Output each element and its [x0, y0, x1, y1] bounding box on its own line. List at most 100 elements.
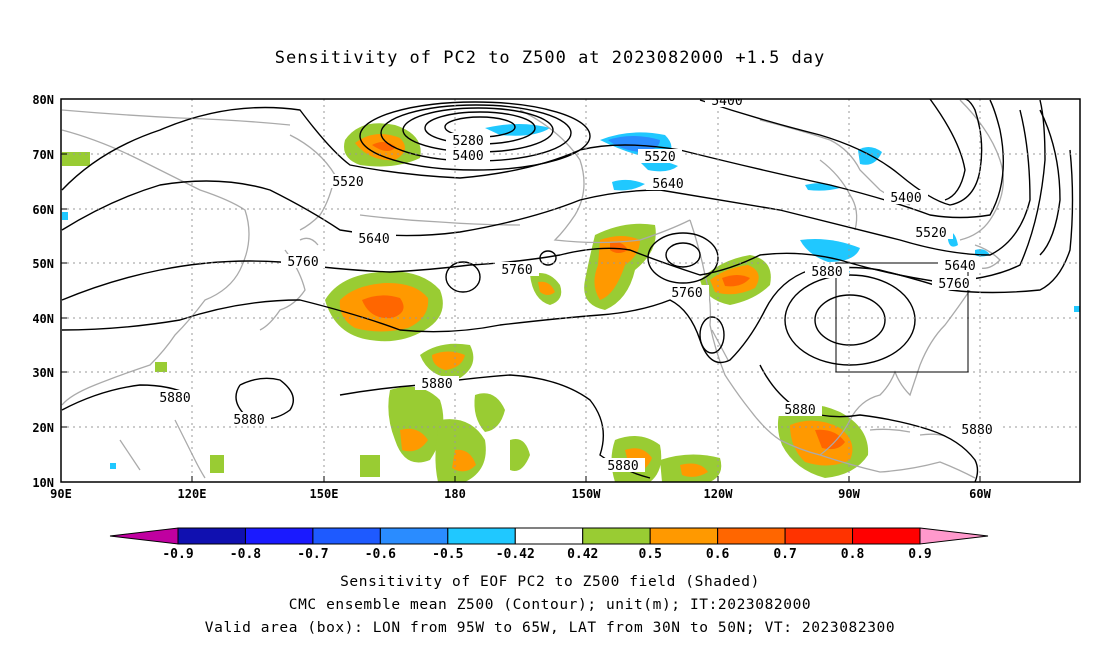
svg-text:5760: 5760: [671, 286, 702, 301]
colorbar-label: 0.5: [638, 547, 661, 562]
coastlines: [61, 99, 1004, 479]
colorbar-label: 0.42: [567, 547, 598, 562]
colorbar-swatch: [784, 527, 854, 545]
lon-label: 90E: [50, 487, 72, 501]
contour-labels: 5400 5280 5400 5520 5520 5640 5640 5760 …: [153, 94, 999, 474]
lon-label: 90W: [838, 487, 860, 501]
colorbar-swatch: [514, 527, 584, 545]
svg-text:5520: 5520: [332, 175, 363, 190]
latitude-labels: 80N 70N 60N 50N 40N 30N 20N 10N: [32, 93, 54, 490]
contour-label: 5880: [601, 458, 645, 474]
svg-text:5880: 5880: [961, 423, 992, 438]
svg-text:5640: 5640: [652, 177, 683, 192]
figure-title: Sensitivity of PC2 to Z500 at 2023082000…: [274, 48, 826, 68]
contour-label: 5880: [955, 422, 999, 438]
map-frame: [60, 98, 1081, 483]
contour-label: 5520: [638, 149, 682, 165]
lat-label: 60N: [32, 203, 54, 217]
graticule: [61, 99, 1080, 482]
contour-label: 5640: [938, 258, 982, 274]
colorbar-label: -0.7: [297, 547, 328, 562]
colorbar-label: -0.9: [162, 547, 193, 562]
colorbar-swatch: [312, 527, 381, 545]
colorbar: [109, 527, 989, 545]
contour-label: 5400: [884, 190, 928, 206]
svg-text:5880: 5880: [159, 391, 190, 406]
colorbar-swatch: [649, 527, 719, 545]
colorbar-label: 0.6: [706, 547, 730, 562]
contour-label: 5760: [932, 276, 976, 292]
colorbar-label: -0.6: [365, 547, 396, 562]
colorbar-swatch: [177, 527, 246, 545]
contour-label: 5760: [665, 285, 709, 301]
lat-label: 30N: [32, 366, 54, 380]
colorbar-label: 0.8: [841, 547, 865, 562]
contour-label: 5400: [705, 94, 749, 109]
map-field: 5400 5280 5400 5520 5520 5640 5640 5760 …: [61, 94, 1080, 482]
colorbar-labels: -0.9 -0.8 -0.7 -0.6 -0.5 -0.42 0.42 0.5 0.6 0.7 0.…: [162, 547, 931, 562]
svg-text:5520: 5520: [915, 226, 946, 241]
contour-label: 5280: [446, 133, 490, 149]
svg-text:5280: 5280: [452, 134, 483, 149]
svg-text:5520: 5520: [644, 150, 675, 165]
svg-text:5760: 5760: [287, 255, 318, 270]
lon-label: 150W: [572, 487, 602, 501]
svg-text:5400: 5400: [452, 149, 483, 164]
contour-label: 5880: [227, 412, 271, 428]
contour-label: 5760: [495, 262, 539, 278]
contour-label: 5880: [778, 402, 822, 418]
z500-contours: [61, 99, 1074, 482]
colorbar-swatch: [717, 527, 786, 545]
caption-contour: CMC ensemble mean Z500 (Contour); unit(m…: [288, 597, 812, 613]
lat-label: 70N: [32, 148, 54, 162]
svg-text:5880: 5880: [607, 459, 638, 474]
colorbar-label: -0.42: [496, 547, 535, 562]
colorbar-swatch: [852, 527, 921, 545]
svg-text:5400: 5400: [890, 191, 921, 206]
longitude-labels: 90E 120E 150E 180 150W 120W 90W 60W: [50, 487, 991, 501]
lon-label: 120E: [178, 487, 207, 501]
contour-label: 5640: [646, 176, 690, 192]
contour-label: 5880: [153, 390, 197, 406]
caption-valid-area: Valid area (box): LON from 95W to 65W, L…: [204, 620, 896, 636]
lon-label: 120W: [704, 487, 734, 501]
lat-label: 10N: [32, 476, 54, 490]
colorbar-swatch: [447, 527, 516, 545]
contour-label: 5520: [909, 225, 953, 241]
lat-label: 40N: [32, 312, 54, 326]
lat-label: 50N: [32, 257, 54, 271]
caption-shaded: Sensitivity of EOF PC2 to Z500 field (Sh…: [340, 574, 760, 590]
svg-text:5760: 5760: [938, 277, 969, 292]
svg-text:5880: 5880: [421, 377, 452, 392]
contour-label: 5880: [805, 264, 849, 280]
colorbar-end-low: [109, 527, 179, 545]
contour-label: 5880: [415, 376, 459, 392]
svg-text:5760: 5760: [501, 263, 532, 278]
svg-text:5640: 5640: [358, 232, 389, 247]
shaded-sensitivity: [62, 123, 1080, 482]
svg-text:5880: 5880: [233, 413, 264, 428]
colorbar-label: 0.7: [773, 547, 796, 562]
colorbar-swatch: [379, 527, 449, 545]
svg-text:5640: 5640: [944, 259, 975, 274]
contour-label: 5400: [446, 148, 490, 164]
colorbar-swatch: [244, 527, 314, 545]
svg-text:5880: 5880: [811, 265, 842, 280]
colorbar-end-high: [919, 527, 989, 545]
contour-label: 5760: [281, 254, 325, 270]
lat-label: 20N: [32, 421, 54, 435]
tick-marks: [61, 153, 981, 482]
colorbar-label: -0.5: [432, 547, 463, 562]
contour-label: 5640: [352, 231, 396, 247]
svg-text:5880: 5880: [784, 403, 815, 418]
svg-text:5400: 5400: [711, 94, 742, 109]
contour-label: 5520: [326, 174, 370, 190]
valid-area-box: [835, 262, 969, 373]
colorbar-swatch: [582, 527, 651, 545]
lon-label: 60W: [969, 487, 991, 501]
colorbar-label: -0.8: [230, 547, 261, 562]
lon-label: 150E: [310, 487, 339, 501]
colorbar-label: 0.9: [908, 547, 931, 562]
lon-label: 180: [444, 487, 466, 501]
